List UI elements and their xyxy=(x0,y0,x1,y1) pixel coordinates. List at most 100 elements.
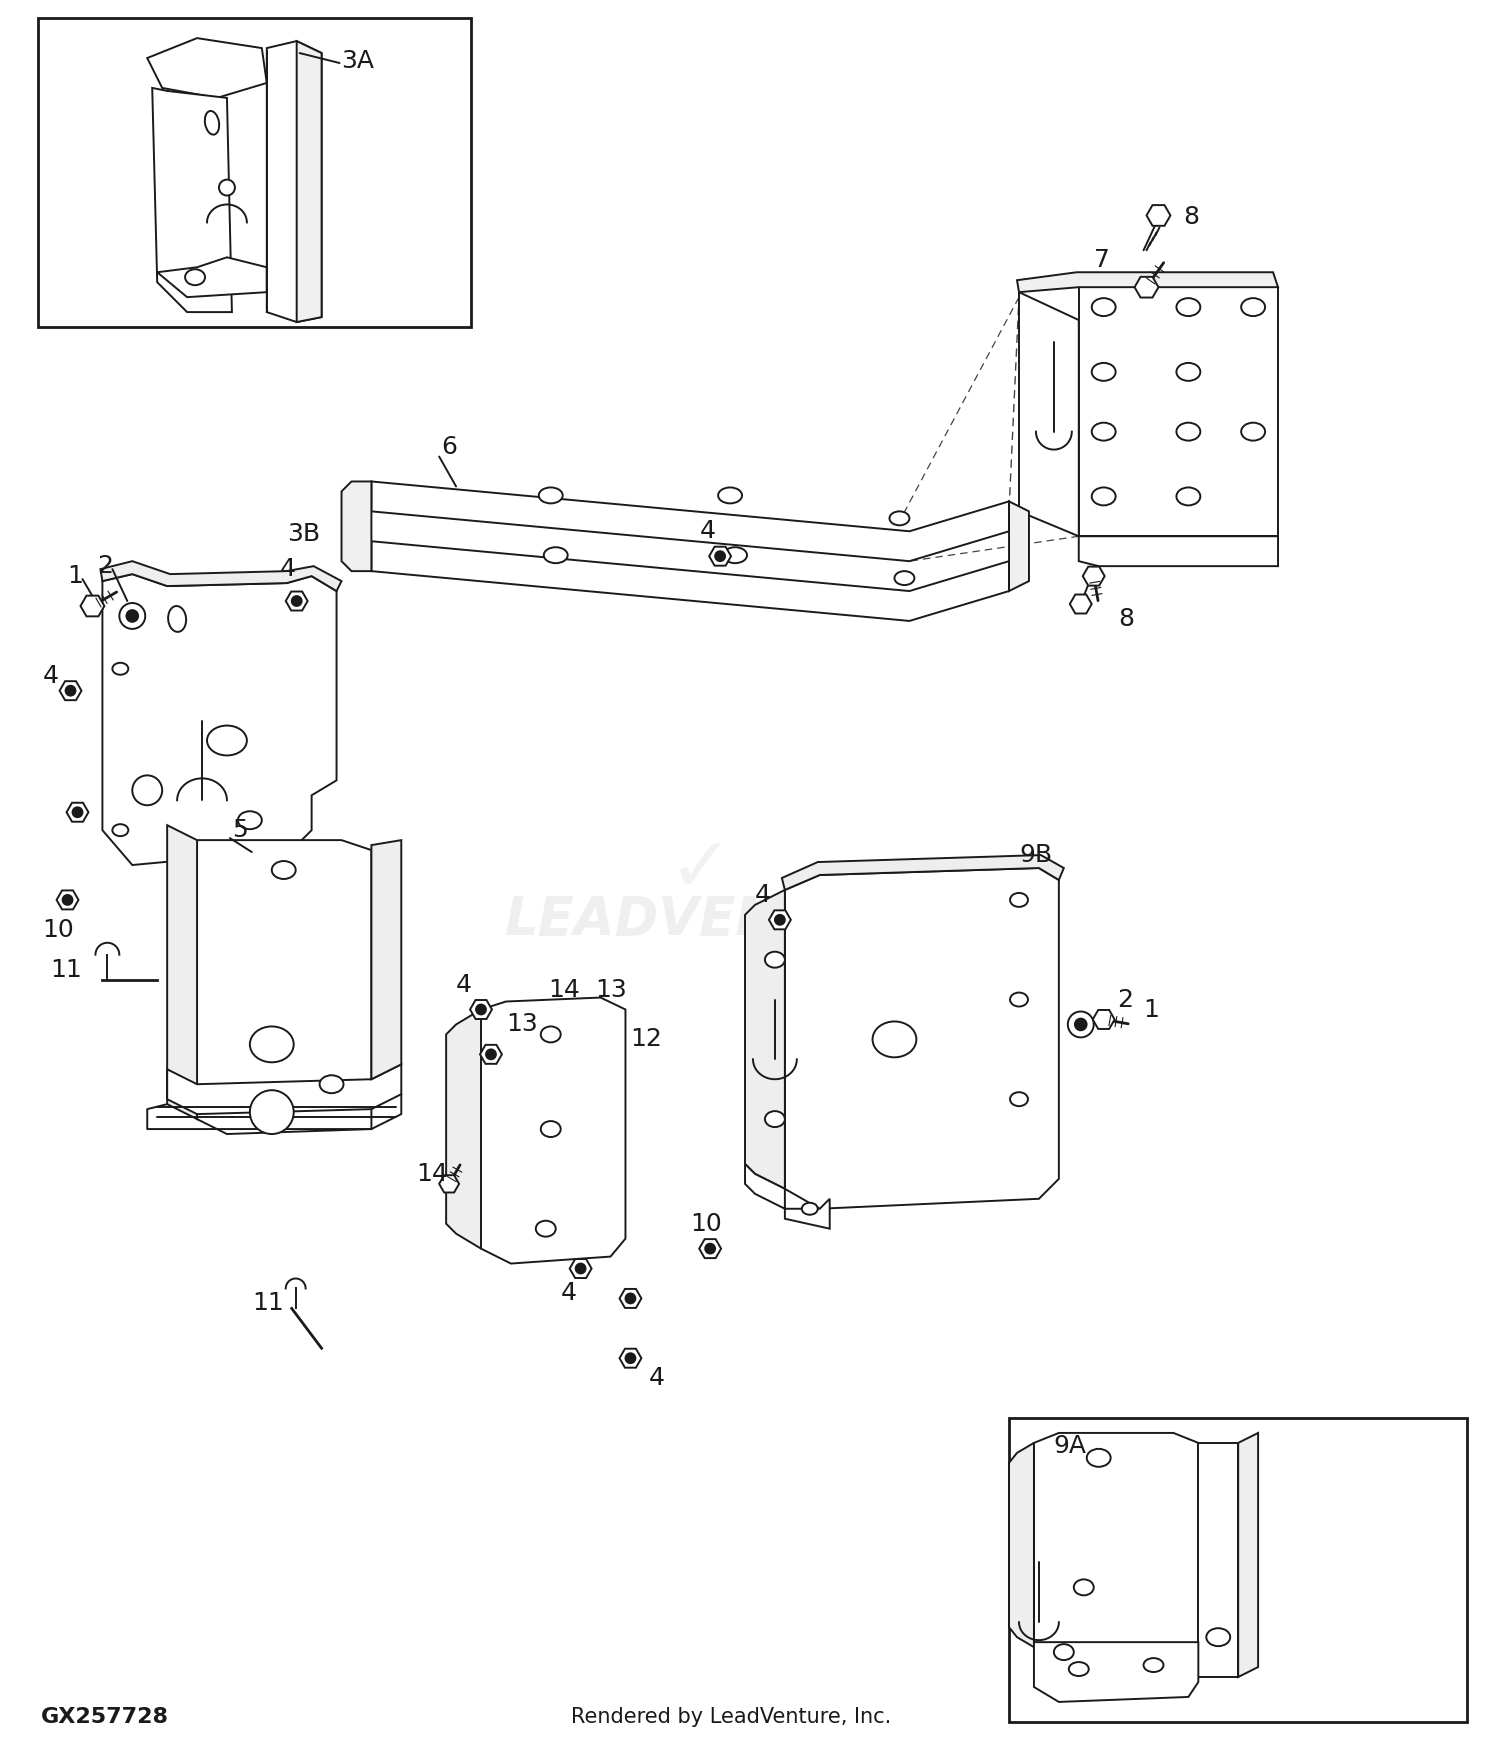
Ellipse shape xyxy=(1010,992,1028,1006)
Ellipse shape xyxy=(1206,1628,1230,1647)
Circle shape xyxy=(486,1050,496,1059)
Polygon shape xyxy=(342,481,372,570)
Circle shape xyxy=(776,915,784,924)
Text: 4: 4 xyxy=(279,556,296,581)
Ellipse shape xyxy=(536,1222,555,1237)
Circle shape xyxy=(705,1244,716,1253)
Polygon shape xyxy=(166,826,196,1118)
Polygon shape xyxy=(372,840,402,1080)
Polygon shape xyxy=(267,40,321,322)
Polygon shape xyxy=(285,592,308,611)
Text: 8: 8 xyxy=(1119,607,1134,632)
Ellipse shape xyxy=(890,511,909,525)
Circle shape xyxy=(626,1353,636,1363)
Ellipse shape xyxy=(207,726,248,756)
Polygon shape xyxy=(1017,273,1278,292)
Bar xyxy=(38,18,471,327)
Polygon shape xyxy=(166,1064,402,1115)
Text: 12: 12 xyxy=(630,1027,663,1052)
Circle shape xyxy=(1068,1011,1094,1038)
Circle shape xyxy=(626,1293,636,1304)
Polygon shape xyxy=(1083,567,1104,586)
Ellipse shape xyxy=(1010,892,1028,906)
Polygon shape xyxy=(770,910,790,929)
Text: 9A: 9A xyxy=(1054,1433,1088,1458)
Ellipse shape xyxy=(1143,1657,1164,1671)
Polygon shape xyxy=(1238,1433,1258,1676)
Text: 6: 6 xyxy=(441,434,458,458)
Ellipse shape xyxy=(112,824,129,836)
Ellipse shape xyxy=(1074,1580,1094,1596)
Ellipse shape xyxy=(1092,424,1116,441)
Text: 9B: 9B xyxy=(1019,844,1052,866)
Ellipse shape xyxy=(251,1027,294,1062)
Polygon shape xyxy=(784,868,1059,1209)
Circle shape xyxy=(292,597,302,605)
Ellipse shape xyxy=(718,488,742,504)
Text: Rendered by LeadVenture, Inc.: Rendered by LeadVenture, Inc. xyxy=(570,1706,891,1727)
Text: 13: 13 xyxy=(596,978,627,1001)
Text: 5: 5 xyxy=(232,819,248,842)
Text: 14: 14 xyxy=(416,1162,448,1186)
Polygon shape xyxy=(440,1176,459,1192)
Polygon shape xyxy=(372,541,1010,621)
Polygon shape xyxy=(620,1290,642,1307)
Ellipse shape xyxy=(542,1027,561,1043)
Text: 8: 8 xyxy=(1184,205,1200,229)
Polygon shape xyxy=(1078,287,1278,536)
Ellipse shape xyxy=(894,570,915,584)
Ellipse shape xyxy=(1010,1092,1028,1106)
Circle shape xyxy=(251,1090,294,1134)
Ellipse shape xyxy=(542,1122,561,1138)
Polygon shape xyxy=(372,481,1010,562)
Polygon shape xyxy=(1010,1444,1034,1647)
Ellipse shape xyxy=(238,812,262,829)
Text: 3A: 3A xyxy=(342,49,375,74)
Polygon shape xyxy=(1034,1433,1199,1676)
Ellipse shape xyxy=(1092,488,1116,506)
Polygon shape xyxy=(1146,205,1170,226)
Text: 4: 4 xyxy=(561,1281,576,1306)
Text: 10: 10 xyxy=(42,917,75,942)
Polygon shape xyxy=(1078,536,1278,567)
Polygon shape xyxy=(100,562,342,592)
Text: 3B: 3B xyxy=(286,522,320,546)
Circle shape xyxy=(126,611,138,621)
Ellipse shape xyxy=(802,1202,818,1214)
Circle shape xyxy=(66,686,75,695)
Ellipse shape xyxy=(184,270,206,285)
Text: LEADVENTURE: LEADVENTURE xyxy=(504,894,936,945)
Polygon shape xyxy=(1134,276,1158,298)
Circle shape xyxy=(120,604,146,628)
Ellipse shape xyxy=(544,548,567,564)
Text: 2: 2 xyxy=(98,555,114,578)
Ellipse shape xyxy=(723,548,747,564)
Polygon shape xyxy=(66,803,88,822)
Circle shape xyxy=(716,551,724,562)
Ellipse shape xyxy=(320,1074,344,1094)
Polygon shape xyxy=(196,840,372,1134)
Text: 7: 7 xyxy=(1094,248,1110,273)
Polygon shape xyxy=(57,891,78,910)
Polygon shape xyxy=(1198,1444,1237,1676)
Ellipse shape xyxy=(1092,298,1116,317)
Ellipse shape xyxy=(873,1022,916,1057)
Ellipse shape xyxy=(538,488,562,504)
Ellipse shape xyxy=(1070,1662,1089,1676)
Polygon shape xyxy=(1070,595,1092,614)
Polygon shape xyxy=(620,1349,642,1368)
Text: ✓: ✓ xyxy=(668,833,732,907)
Bar xyxy=(1010,1418,1467,1722)
Ellipse shape xyxy=(272,861,296,878)
Ellipse shape xyxy=(168,606,186,632)
Circle shape xyxy=(576,1264,585,1274)
Polygon shape xyxy=(147,38,267,98)
Ellipse shape xyxy=(1054,1645,1074,1661)
Circle shape xyxy=(219,180,236,196)
Polygon shape xyxy=(699,1239,721,1258)
Ellipse shape xyxy=(765,1111,784,1127)
Polygon shape xyxy=(152,88,232,312)
Polygon shape xyxy=(1034,1642,1199,1703)
Polygon shape xyxy=(1092,1010,1114,1029)
Ellipse shape xyxy=(1176,298,1200,317)
